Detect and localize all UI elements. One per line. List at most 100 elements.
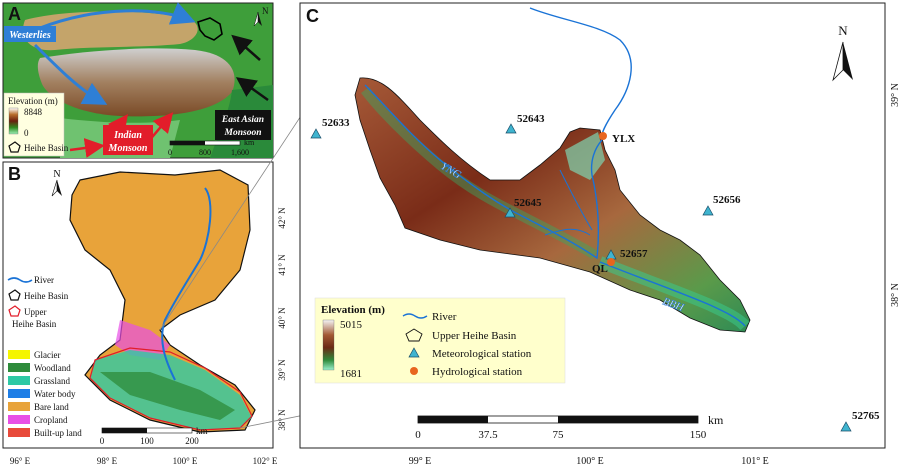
svg-text:200: 200	[185, 436, 199, 446]
svg-text:QL: QL	[592, 263, 608, 275]
legend-upper-1: Upper	[24, 307, 47, 317]
svg-text:75: 75	[553, 429, 565, 441]
landcover-swatch	[8, 376, 30, 385]
legend-c-colorbar	[322, 319, 335, 371]
svg-text:km: km	[244, 138, 255, 147]
svg-text:150: 150	[690, 429, 707, 441]
east-asian-arrow-2	[231, 34, 261, 61]
legend-a-colorbar	[8, 107, 19, 135]
landcover-item-woodland: Woodland	[8, 363, 71, 373]
svg-text:YLX: YLX	[612, 133, 635, 145]
landcover-label: Water body	[34, 389, 76, 399]
legend-a: Elevation (m) 8848 0 Heihe Basin	[3, 92, 69, 157]
westerlies-arrow-top	[39, 2, 196, 30]
east-asian-label-2: Monsoon	[224, 128, 262, 138]
svg-text:Meteorological station: Meteorological station	[432, 348, 532, 360]
scalebar-b: 0 100 200 km	[100, 426, 208, 446]
svg-text:41° N: 41° N	[277, 254, 287, 276]
landcover-swatch	[8, 389, 30, 398]
landcover-item-bare-land: Bare land	[8, 402, 69, 412]
svg-text:52656: 52656	[713, 194, 741, 206]
lat-labels-b: 42° N 41° N 40° N 39° N 38° N	[277, 207, 287, 431]
landcover-item-grassland: Grassland	[8, 376, 70, 386]
landcover-label: Grassland	[34, 376, 70, 386]
met-station-52656: 52656	[702, 194, 741, 216]
legend-b-lines: River Heihe Basin Upper Heihe Basin	[7, 275, 69, 329]
svg-text:5015: 5015	[340, 319, 363, 331]
landcover-item-glacier: Glacier	[8, 350, 60, 360]
river-trib-1	[559, 169, 593, 231]
panel-c-letter: C	[306, 6, 319, 26]
landcover-item-cropland: Cropland	[8, 415, 68, 425]
panel-a-letter: A	[8, 4, 21, 24]
westerlies-label-box: Westerlies	[4, 26, 56, 42]
panel-b-letter: B	[8, 164, 21, 184]
hyd-station-ql: QL	[592, 258, 615, 275]
westerlies-arrow	[33, 43, 108, 105]
svg-text:100: 100	[140, 436, 154, 446]
svg-text:0: 0	[415, 429, 421, 441]
svg-text:0: 0	[24, 128, 29, 138]
landcover-swatch	[8, 363, 30, 372]
legend-c-hyd-symbol	[410, 367, 418, 375]
river-b	[161, 187, 212, 381]
legend-upper-2: Heihe Basin	[12, 319, 57, 329]
svg-text:800: 800	[199, 148, 211, 157]
east-asian-label-box: East Asian Monsoon	[215, 110, 271, 140]
landcover-swatch	[8, 415, 30, 424]
landcover-label: Woodland	[34, 363, 71, 373]
lon-label-c-99: 99° E	[409, 456, 432, 467]
indian-label-1: Indian	[113, 130, 142, 141]
svg-text:1681: 1681	[340, 368, 362, 380]
svg-text:N: N	[262, 6, 269, 16]
svg-text:Westerlies: Westerlies	[9, 30, 51, 41]
legend-a-basin-symbol	[8, 141, 21, 153]
lat-label-c-39: 39° N	[890, 83, 901, 107]
svg-text:52633: 52633	[322, 117, 350, 129]
panel-c: C N YNG BBH 52633 52643	[299, 2, 901, 467]
lon-label-c-100: 100° E	[576, 456, 604, 467]
river-bbh	[599, 261, 746, 327]
svg-text:km: km	[708, 413, 724, 427]
hyd-station-ylx: YLX	[599, 132, 635, 145]
svg-text:39° N: 39° N	[277, 359, 287, 381]
woodland-strip	[100, 372, 235, 420]
svg-text:Elevation (m): Elevation (m)	[8, 96, 58, 106]
landcover-swatch	[8, 428, 30, 437]
svg-text:0: 0	[100, 436, 105, 446]
svg-text:52657: 52657	[620, 248, 648, 260]
svg-text:N: N	[838, 23, 848, 38]
met-station-52643: 52643	[505, 113, 545, 134]
svg-text:52643: 52643	[517, 113, 545, 125]
tarim-basin	[23, 11, 198, 51]
landcover-label: Cropland	[34, 415, 68, 425]
upper-heihe-basin-c	[354, 77, 751, 333]
svg-text:0: 0	[168, 148, 172, 157]
met-station-52633: 52633	[310, 117, 350, 139]
east-asian-arrow-1	[235, 77, 269, 102]
svg-text:Heihe Basin: Heihe Basin	[24, 291, 69, 301]
svg-text:Hydrological station: Hydrological station	[432, 366, 523, 378]
panel-a: A N Westerlies East Asian Monsoon Indian	[2, 2, 274, 159]
svg-text:km: km	[196, 426, 208, 436]
river-yng	[364, 84, 603, 260]
svg-text:1,600: 1,600	[231, 148, 249, 157]
met-station-52645: 52645	[504, 197, 542, 218]
scalebar-c: 0 37.5 75 150 km	[415, 413, 724, 441]
lon-label-b-98: 98° E	[97, 456, 118, 466]
lon-label-c-101: 101° E	[741, 456, 769, 467]
landcover-item-water-body: Water body	[8, 389, 76, 399]
svg-text:Heihe Basin: Heihe Basin	[24, 143, 69, 153]
legend-c: Elevation (m) 5015 1681 River Upper Heih…	[314, 297, 566, 384]
zoom-line-top	[159, 89, 319, 331]
indian-label-2: Monsoon	[108, 143, 148, 154]
east-asian-label-1: East Asian	[221, 115, 264, 125]
legend-c-met-symbol	[408, 347, 420, 358]
cropland-patches	[115, 320, 170, 360]
svg-text:River: River	[432, 311, 457, 323]
svg-text:40° N: 40° N	[277, 307, 287, 329]
lon-label-b-96: 96° E	[10, 456, 31, 466]
landcover-label: Built-up land	[34, 428, 82, 438]
indian-arrow-3	[69, 138, 105, 158]
